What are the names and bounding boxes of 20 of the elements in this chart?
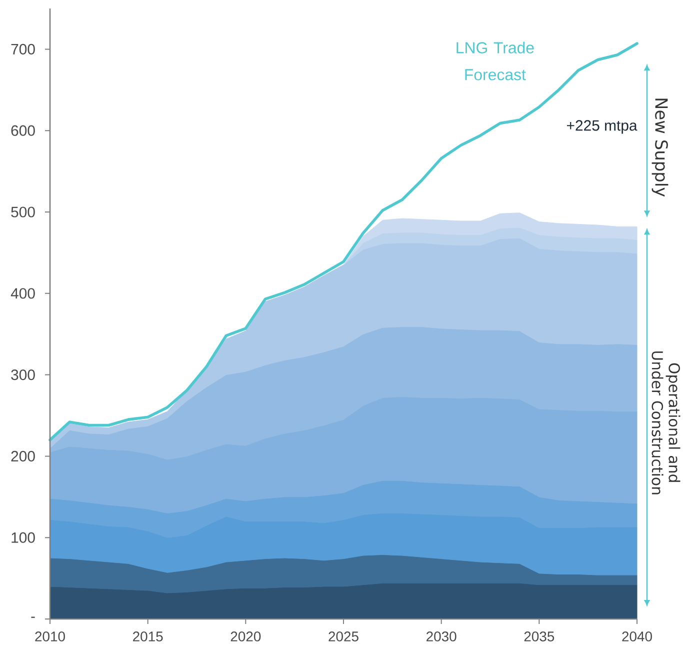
y-tick-label: 400	[10, 288, 35, 299]
series-label: LNG Trade Forecast	[456, 42, 534, 80]
line-series	[48, 42, 638, 442]
text: Operational and Under Construction	[652, 351, 680, 494]
y-tick-label: 600	[11, 125, 35, 136]
x-tick-label: 2020	[230, 632, 261, 642]
x-tick-label: 2010	[35, 632, 65, 642]
x-tick-label: 2015	[133, 632, 163, 642]
text: New Supply	[652, 98, 668, 197]
y-tick-label: 100	[12, 532, 35, 543]
y-tick-label: -	[31, 616, 35, 618]
x-tick-label: 2025	[328, 632, 358, 642]
y-tick-label: 300	[11, 370, 35, 380]
y-tick-label: 500	[11, 206, 35, 218]
x-tick-label: 2030	[426, 632, 456, 642]
y-tick-label: 200	[11, 450, 35, 462]
y-tick-label: 700	[11, 44, 35, 54]
x-tick-label: 2035	[524, 632, 554, 642]
annotation: +225 mtpa	[567, 120, 638, 134]
x-tick-label: 2040	[622, 632, 652, 642]
